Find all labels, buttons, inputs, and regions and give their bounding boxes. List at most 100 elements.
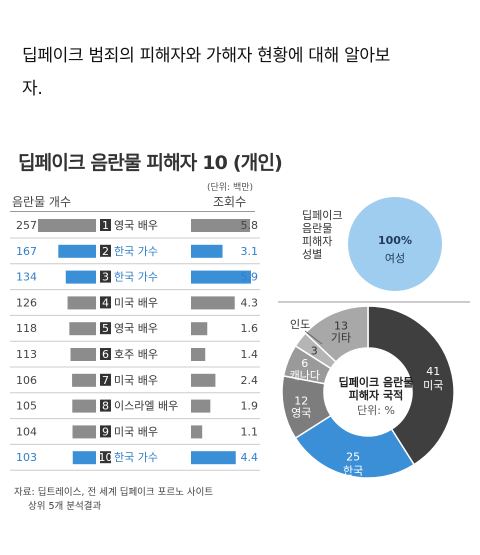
outside-leader [304,330,323,345]
slice-name: 영국 [291,407,311,420]
slice-value: 41 [426,365,440,378]
count-bar [38,219,96,232]
right-column-header: 조회수 [213,195,247,209]
rank-badge [100,373,111,386]
views-bar [191,451,236,465]
count-value: 106 [16,374,37,387]
rank-number: 4 [102,296,109,309]
views-bar [191,296,235,310]
slice-name: 캐나다 [290,369,320,382]
donut-title: 피해자 국적 [349,388,403,402]
rank-number: 6 [102,348,109,361]
rank-number: 9 [102,425,109,438]
views-bar [191,322,208,336]
donut-slice [367,305,455,466]
unit-note: (단위: 백만) [207,183,254,193]
victim-label: 한국 가수 [114,451,158,464]
donut-slice [304,305,369,363]
views-value: 4.3 [241,296,259,309]
count-value: 257 [16,219,37,232]
count-value: 105 [16,400,37,413]
donut-unit: 단위: % [357,404,395,417]
slice-value: 3 [311,344,318,357]
count-value: 134 [16,271,37,284]
victim-label: 미국 배우 [114,374,158,387]
views-bar [191,425,203,439]
count-value: 113 [16,348,37,361]
views-value: 1.4 [241,348,259,361]
rank-number: 2 [102,245,109,258]
header-rule [10,211,255,212]
gender-title: 성별 [302,248,322,261]
donut-slice [294,414,416,479]
count-bar [65,270,96,284]
count-bar [72,373,96,387]
views-value: 1.9 [241,400,259,413]
victim-label: 호주 배우 [114,348,158,361]
count-value: 104 [16,425,37,438]
victim-label: 한국 가수 [114,245,158,258]
slice-name: 미국 [423,379,443,392]
count-value: 126 [16,296,37,309]
rank-badge [100,399,111,412]
rank-badge [100,348,111,360]
slice-value: 12 [294,395,308,408]
gender-label: 여성 [385,252,405,265]
views-bar [191,270,251,284]
intro-line-1: 딥페이크 범죄의 피해자와 가해자 현황에 대해 알아보 [22,46,391,66]
rank-number: 3 [102,271,109,284]
victim-label: 미국 배우 [114,425,158,438]
rank-badge [100,244,111,257]
rank-badge [100,219,111,231]
gender-value: 100% [378,234,412,247]
slice-name: 기타 [331,332,351,345]
rank-number: 8 [102,400,109,413]
donut-title: 딥페이크 음란물 [339,375,414,389]
views-value: 3.1 [241,245,259,258]
gender-title: 딥페이크 [302,209,342,222]
intro-text: 딥페이크 범죄의 피해자와 가해자 현황에 대해 알아보 자. [22,40,462,106]
views-value: 2.4 [241,374,259,387]
views-bar [191,399,211,413]
gender-circle [348,197,442,291]
victim-label: 영국 배우 [114,322,158,335]
source-line-2: 상위 5개 분석결과 [28,501,102,512]
rank-badge [100,425,111,438]
victim-label: 한국 가수 [114,271,158,284]
views-value: 5.8 [241,219,259,232]
count-bar [72,399,96,413]
slice-value: 13 [334,320,348,333]
source-note: 자료: 딥트레이스, 전 세계 딥페이크 포르노 사이트 상위 5개 분석결과 [14,486,213,514]
slice-value: 6 [301,357,308,370]
rank-number: 5 [102,322,109,335]
rank-number: 7 [102,374,109,387]
outside-label: 인도 [290,318,310,331]
count-bar [69,322,96,336]
source-line-1: 자료: 딥트레이스, 전 세계 딥페이크 포르노 사이트 [14,487,214,498]
rank-badge [100,451,111,464]
count-value: 167 [16,245,37,258]
views-value: 5.9 [241,271,259,284]
count-bar [70,348,96,361]
gender-title: 피해자 [302,234,332,248]
count-bar [72,451,96,465]
count-value: 118 [16,322,37,335]
victim-label: 영국 배우 [114,219,158,232]
views-bar [191,244,223,258]
count-value: 103 [16,451,37,464]
views-bar [191,219,250,232]
count-bar [67,296,96,310]
views-value: 1.6 [241,322,259,335]
views-bar [191,373,216,387]
views-value: 4.4 [241,451,259,464]
views-value: 1.1 [241,425,259,438]
rank-badge [100,296,111,309]
slice-value: 25 [346,450,360,463]
count-bar [72,425,96,439]
chart-title: 딥페이크 음란물 피해자 10 (개인) [18,152,283,174]
victim-label: 미국 배우 [114,296,158,309]
intro-line-2: 자. [22,79,43,99]
rank-number: 1 [102,219,109,232]
victim-label: 이스라엘 배우 [114,400,178,413]
